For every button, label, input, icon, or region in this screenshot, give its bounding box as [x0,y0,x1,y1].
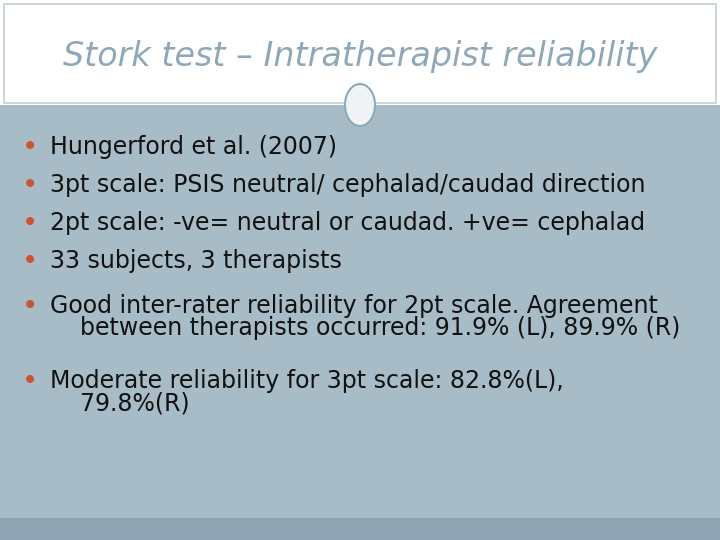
FancyBboxPatch shape [0,105,720,518]
Text: between therapists occurred: 91.9% (L), 89.9% (R): between therapists occurred: 91.9% (L), … [50,316,680,340]
Text: 3pt scale: PSIS neutral/ cephalad/caudad direction: 3pt scale: PSIS neutral/ cephalad/caudad… [50,173,646,197]
Text: •: • [22,133,38,161]
Text: •: • [22,247,38,275]
Text: Stork test – Intratherapist reliability: Stork test – Intratherapist reliability [63,40,657,73]
Text: 79.8%(R): 79.8%(R) [50,391,189,415]
Text: Moderate reliability for 3pt scale: 82.8%(L),: Moderate reliability for 3pt scale: 82.8… [50,369,564,393]
Ellipse shape [345,84,375,126]
Text: •: • [22,209,38,237]
FancyBboxPatch shape [0,518,720,540]
Text: Hungerford et al. (2007): Hungerford et al. (2007) [50,135,337,159]
FancyBboxPatch shape [4,4,716,103]
Text: •: • [22,292,38,320]
Text: •: • [22,171,38,199]
Text: •: • [22,367,38,395]
Text: Good inter-rater reliability for 2pt scale. Agreement: Good inter-rater reliability for 2pt sca… [50,294,658,318]
Text: 2pt scale: -ve= neutral or caudad. +ve= cephalad: 2pt scale: -ve= neutral or caudad. +ve= … [50,211,645,235]
Text: 33 subjects, 3 therapists: 33 subjects, 3 therapists [50,249,342,273]
